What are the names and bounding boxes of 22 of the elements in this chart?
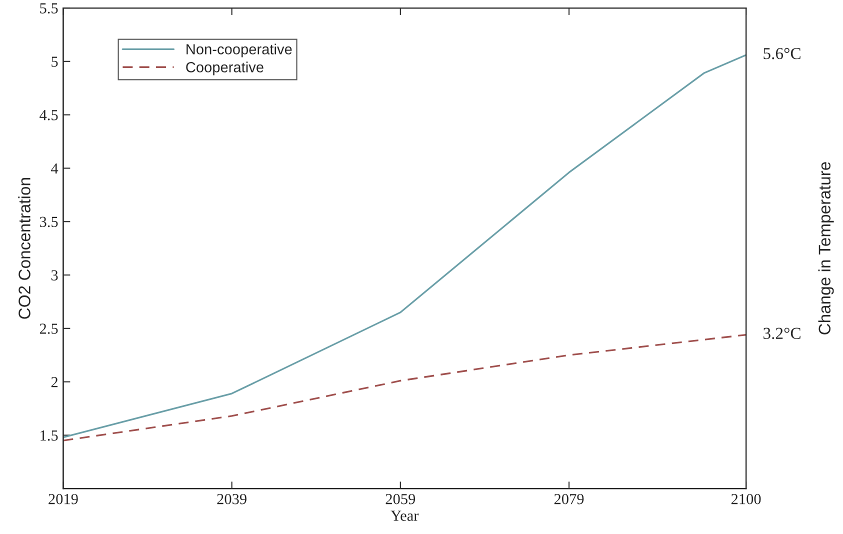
legend-label: Cooperative bbox=[186, 62, 264, 76]
x-axis-title: Year bbox=[390, 510, 419, 521]
y-tick-label: 2 bbox=[51, 376, 58, 388]
x-tick-label: 2059 bbox=[386, 494, 416, 504]
y-axis-title: CO2 Concentration bbox=[18, 178, 30, 319]
y-tick-label: 5.5 bbox=[40, 3, 58, 14]
y-tick-label: 3.5 bbox=[40, 216, 58, 228]
annotation: 5.6°C bbox=[764, 48, 800, 60]
x-tick-label: 2100 bbox=[731, 494, 761, 504]
y2-axis-title: Change in Temperature bbox=[818, 162, 834, 334]
y-tick-label: 5 bbox=[52, 56, 58, 67]
y-tick-label: 4.5 bbox=[40, 110, 58, 120]
y-tick-label: 1.5 bbox=[40, 430, 58, 441]
line-series bbox=[63, 334, 746, 442]
x-tick-label: 2019 bbox=[48, 494, 78, 504]
y-tick-label: 2.5 bbox=[40, 324, 58, 334]
annotation: 3.2°C bbox=[764, 328, 800, 340]
y-tick-label: 3 bbox=[51, 270, 58, 280]
x-tick-label: 2079 bbox=[554, 494, 584, 504]
x-tick-label: 2039 bbox=[217, 494, 246, 504]
y-tick-label: 4 bbox=[51, 163, 58, 174]
legend-label: Non-cooperative bbox=[186, 44, 292, 58]
